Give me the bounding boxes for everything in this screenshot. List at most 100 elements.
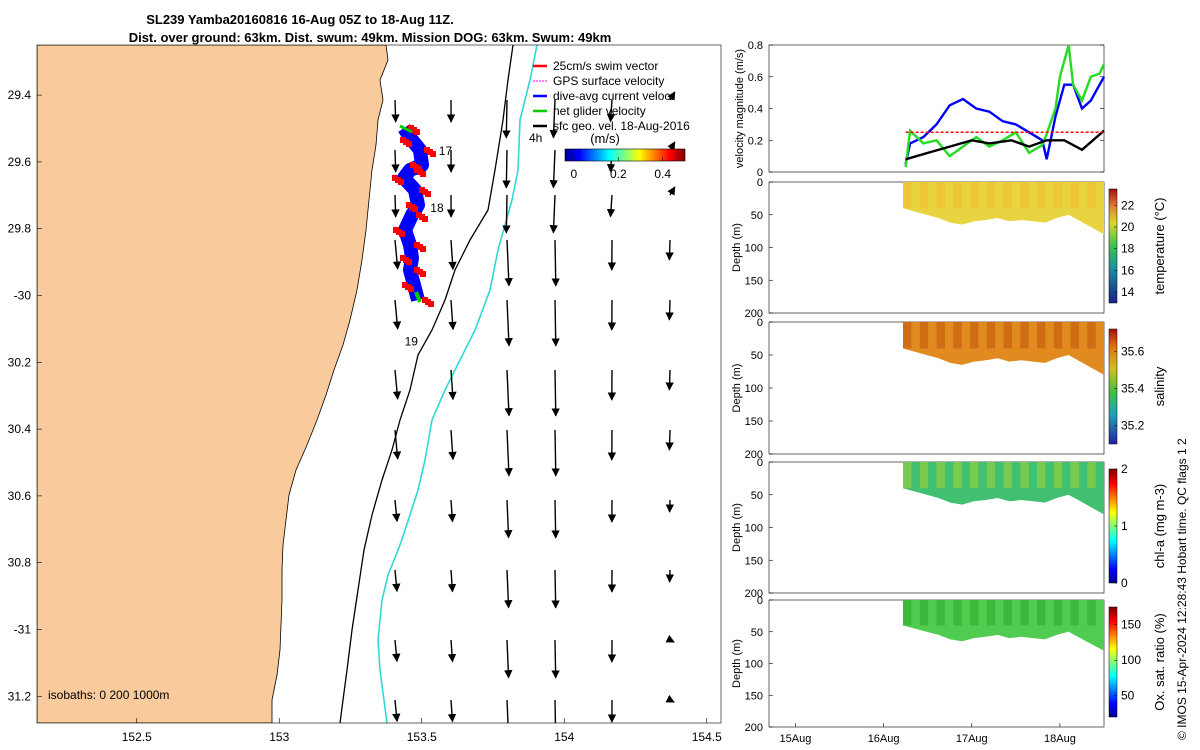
y-tick-label: 29.4 bbox=[8, 88, 32, 102]
velocity-vector bbox=[392, 639, 401, 663]
x-tick-label: 154 bbox=[554, 730, 574, 744]
velocity-vector bbox=[506, 699, 509, 723]
colorbar-tick-label: 150 bbox=[1121, 618, 1141, 632]
profile-data-cell bbox=[1003, 600, 1012, 626]
profile-data-cell bbox=[986, 182, 996, 209]
velocity-vector bbox=[391, 99, 400, 123]
profile-data-cell bbox=[936, 600, 945, 626]
legend-label: 25cm/s swim vector bbox=[553, 59, 658, 73]
map-colorbar-ticks: 0 0.2 0.4 bbox=[571, 157, 671, 181]
heatmap-colorbar bbox=[1108, 188, 1118, 304]
profile-data-cell bbox=[919, 600, 929, 626]
velocity-vector bbox=[392, 239, 402, 270]
y-tick-label: 150 bbox=[745, 690, 763, 702]
depth-ylabel: Depth (m) bbox=[731, 223, 743, 272]
profile-data-cell bbox=[1070, 182, 1079, 209]
profile-data-cell bbox=[1053, 600, 1063, 626]
y-tick-label: 30.6 bbox=[8, 489, 32, 503]
map-frame bbox=[36, 44, 722, 724]
map-colorbar bbox=[564, 148, 686, 162]
profile-data-cell bbox=[1037, 182, 1046, 209]
velocity-vector bbox=[551, 429, 560, 477]
y-tick-label: 50 bbox=[751, 490, 763, 502]
profile-data-cell bbox=[1003, 462, 1012, 489]
y-tick-label: 50 bbox=[751, 350, 763, 362]
velocity-vector bbox=[551, 299, 560, 347]
profile-data-cell bbox=[1087, 462, 1096, 489]
profile-data-cell bbox=[1087, 600, 1096, 626]
profile-data-cell bbox=[953, 600, 962, 626]
velocity-series bbox=[905, 129, 1105, 161]
y-tick-label: 100 bbox=[745, 659, 763, 671]
heatmap-panel: 0 50 100 150 200 Depth (m) 50 100 150 Ox. sat. ra… bbox=[731, 595, 1167, 734]
velocity-vector bbox=[502, 99, 511, 139]
velocity-vector bbox=[504, 239, 513, 287]
net-velocity-mark bbox=[399, 124, 413, 134]
y-tick-label: 150 bbox=[745, 555, 763, 567]
swim-vector-marker bbox=[399, 231, 405, 237]
profile-data-cell bbox=[903, 322, 912, 349]
swim-vector-marker bbox=[420, 271, 426, 277]
velocity-vector bbox=[549, 194, 558, 234]
profile-data-cell bbox=[970, 462, 979, 489]
profile-data-cell bbox=[1020, 182, 1029, 209]
y-tick-label: 200 bbox=[745, 308, 763, 320]
velocity-vector bbox=[447, 499, 457, 523]
y-tick-label: 0 bbox=[757, 167, 763, 179]
colorbar-tick-label: 0 bbox=[1121, 576, 1128, 590]
x-tick-label: 16Aug bbox=[868, 733, 900, 745]
velocity-vector bbox=[665, 694, 675, 703]
profile-data-cell bbox=[936, 322, 945, 349]
swim-vector-marker bbox=[414, 129, 420, 135]
x-tick-label: 152.5 bbox=[122, 730, 152, 744]
coastline-land bbox=[37, 45, 389, 723]
velocity-vector bbox=[502, 194, 511, 234]
map-axis-ticks: 152.5 153 153.5 154 154.5 29.4 29.6 29.8 -30 30.2… bbox=[8, 88, 722, 744]
colorbar-tick-label: 35.4 bbox=[1121, 381, 1145, 395]
velocity-vector bbox=[447, 639, 457, 663]
colorbar-label: Ox. sat. ratio (%) bbox=[1152, 613, 1167, 711]
legend-label: net glider velocity bbox=[553, 104, 646, 118]
y-tick-label: 50 bbox=[751, 627, 763, 639]
velocity-vector bbox=[504, 429, 513, 477]
velocity-vector bbox=[551, 569, 560, 609]
velocity-vector bbox=[504, 569, 513, 609]
isobath-legend: isobaths: 0 200 1000m bbox=[48, 688, 169, 702]
x-tick-label: 15Aug bbox=[780, 733, 812, 745]
y-tick-label: 100 bbox=[745, 243, 763, 255]
velocity-vector bbox=[665, 299, 674, 321]
velocity-vector bbox=[448, 429, 457, 461]
y-tick-label: 29.8 bbox=[8, 222, 32, 236]
colorbar-tick-label: 0.4 bbox=[654, 167, 671, 181]
heatmap-panel: 0 50 100 150 200 Depth (m) 0 1 2 chl-a (mg m-3) bbox=[731, 457, 1167, 600]
legend-label: GPS surface velocity bbox=[553, 74, 664, 88]
velocity-vector bbox=[554, 699, 557, 723]
velocity-axes bbox=[768, 44, 1105, 173]
y-tick-label: 0 bbox=[757, 317, 763, 329]
velocity-series bbox=[904, 44, 1106, 168]
profile-data-cell bbox=[953, 322, 962, 349]
profile-data-cell bbox=[1053, 462, 1063, 489]
net-velocity-mark bbox=[414, 291, 422, 303]
y-tick-label: -30 bbox=[14, 288, 32, 302]
velocity-vector bbox=[551, 369, 560, 417]
velocity-vector bbox=[448, 239, 457, 271]
y-tick-label: 150 bbox=[745, 275, 763, 287]
y-tick-label: 0 bbox=[757, 595, 763, 607]
legend-label: sfc geo. vel. 18-Aug-2016 bbox=[553, 119, 690, 133]
velocity-vector bbox=[606, 99, 616, 123]
y-tick-label: 30.8 bbox=[8, 556, 32, 570]
swim-vector-marker bbox=[430, 151, 436, 157]
velocity-vector bbox=[504, 639, 513, 679]
velocity-vector bbox=[665, 429, 674, 451]
y-tick-label: 0.2 bbox=[748, 135, 763, 147]
day-labels: 17 18 19 bbox=[405, 144, 453, 348]
y-tick-label: 50 bbox=[751, 210, 763, 222]
velocity-vector bbox=[447, 569, 457, 593]
profile-data-cell bbox=[903, 600, 912, 626]
y-tick-label: 0 bbox=[757, 457, 763, 469]
heatmap-colorbar bbox=[1108, 606, 1118, 718]
y-tick-label: -31 bbox=[14, 622, 32, 636]
colorbar-tick-label: 100 bbox=[1121, 653, 1141, 667]
